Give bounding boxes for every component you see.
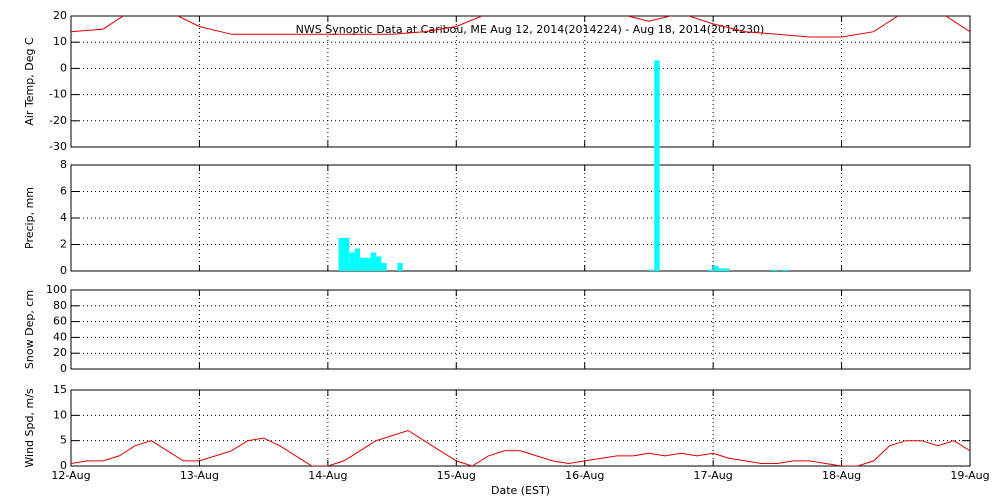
y-tick-label: 0 (60, 264, 67, 277)
y-tick-label: 6 (60, 185, 67, 198)
plot-frame (70, 164, 971, 272)
y-tick-label: 5 (60, 434, 67, 447)
data-line (71, 429, 970, 466)
y-tick-label: -30 (49, 140, 67, 153)
bar (718, 268, 724, 271)
y-tick-label: 8 (60, 158, 67, 171)
bar (376, 256, 382, 271)
y-axis-label: Air Temp, Deg C (23, 37, 36, 126)
bar (370, 252, 377, 271)
bar (713, 265, 719, 271)
y-tick-label: 60 (53, 315, 67, 328)
y-tick-label: 0 (60, 459, 67, 472)
bar (654, 60, 660, 272)
bar (723, 268, 730, 271)
bar (782, 269, 789, 271)
y-tick-label: 100 (46, 283, 67, 296)
y-tick-label: 20 (53, 346, 67, 359)
x-tick-label: 16-Aug (565, 469, 604, 482)
x-axis-label: Date (EST) (491, 484, 550, 497)
bar (381, 263, 387, 271)
data-line (71, 16, 970, 38)
x-tick-label: 19-Aug (950, 469, 989, 482)
y-tick-label: 0 (60, 362, 67, 375)
y-tick-label: 80 (53, 299, 67, 312)
y-tick-label: -20 (49, 114, 67, 127)
x-tick-label: 12-Aug (51, 469, 90, 482)
bar (359, 257, 366, 271)
y-tick-label: 2 (60, 238, 67, 251)
bar (349, 252, 355, 271)
bar (343, 237, 350, 271)
bar (772, 269, 778, 271)
x-tick-label: 13-Aug (180, 469, 219, 482)
bar (338, 237, 344, 271)
y-axis-label: Precip, mm (23, 187, 36, 249)
bar (354, 248, 360, 271)
bar (707, 269, 714, 271)
x-tick-label: 17-Aug (694, 469, 733, 482)
y-tick-label: 15 (53, 383, 67, 396)
bar (397, 263, 403, 271)
y-axis-label: Snow Dep, cm (23, 290, 36, 369)
bar (365, 257, 371, 271)
y-tick-label: 4 (60, 211, 67, 224)
x-tick-label: 14-Aug (308, 469, 347, 482)
y-tick-label: 40 (53, 330, 67, 343)
plot-frame (70, 15, 971, 148)
y-tick-label: 10 (53, 35, 67, 48)
plot-frame (70, 289, 971, 370)
x-tick-label: 15-Aug (437, 469, 476, 482)
y-tick-label: 20 (53, 9, 67, 22)
x-tick-label: 18-Aug (822, 469, 861, 482)
y-tick-label: 10 (53, 408, 67, 421)
bar (648, 269, 655, 271)
y-tick-label: 0 (60, 61, 67, 74)
y-axis-label: Wind Spd, m/s (23, 388, 36, 468)
y-tick-label: -10 (49, 88, 67, 101)
plot-frame (70, 389, 971, 467)
